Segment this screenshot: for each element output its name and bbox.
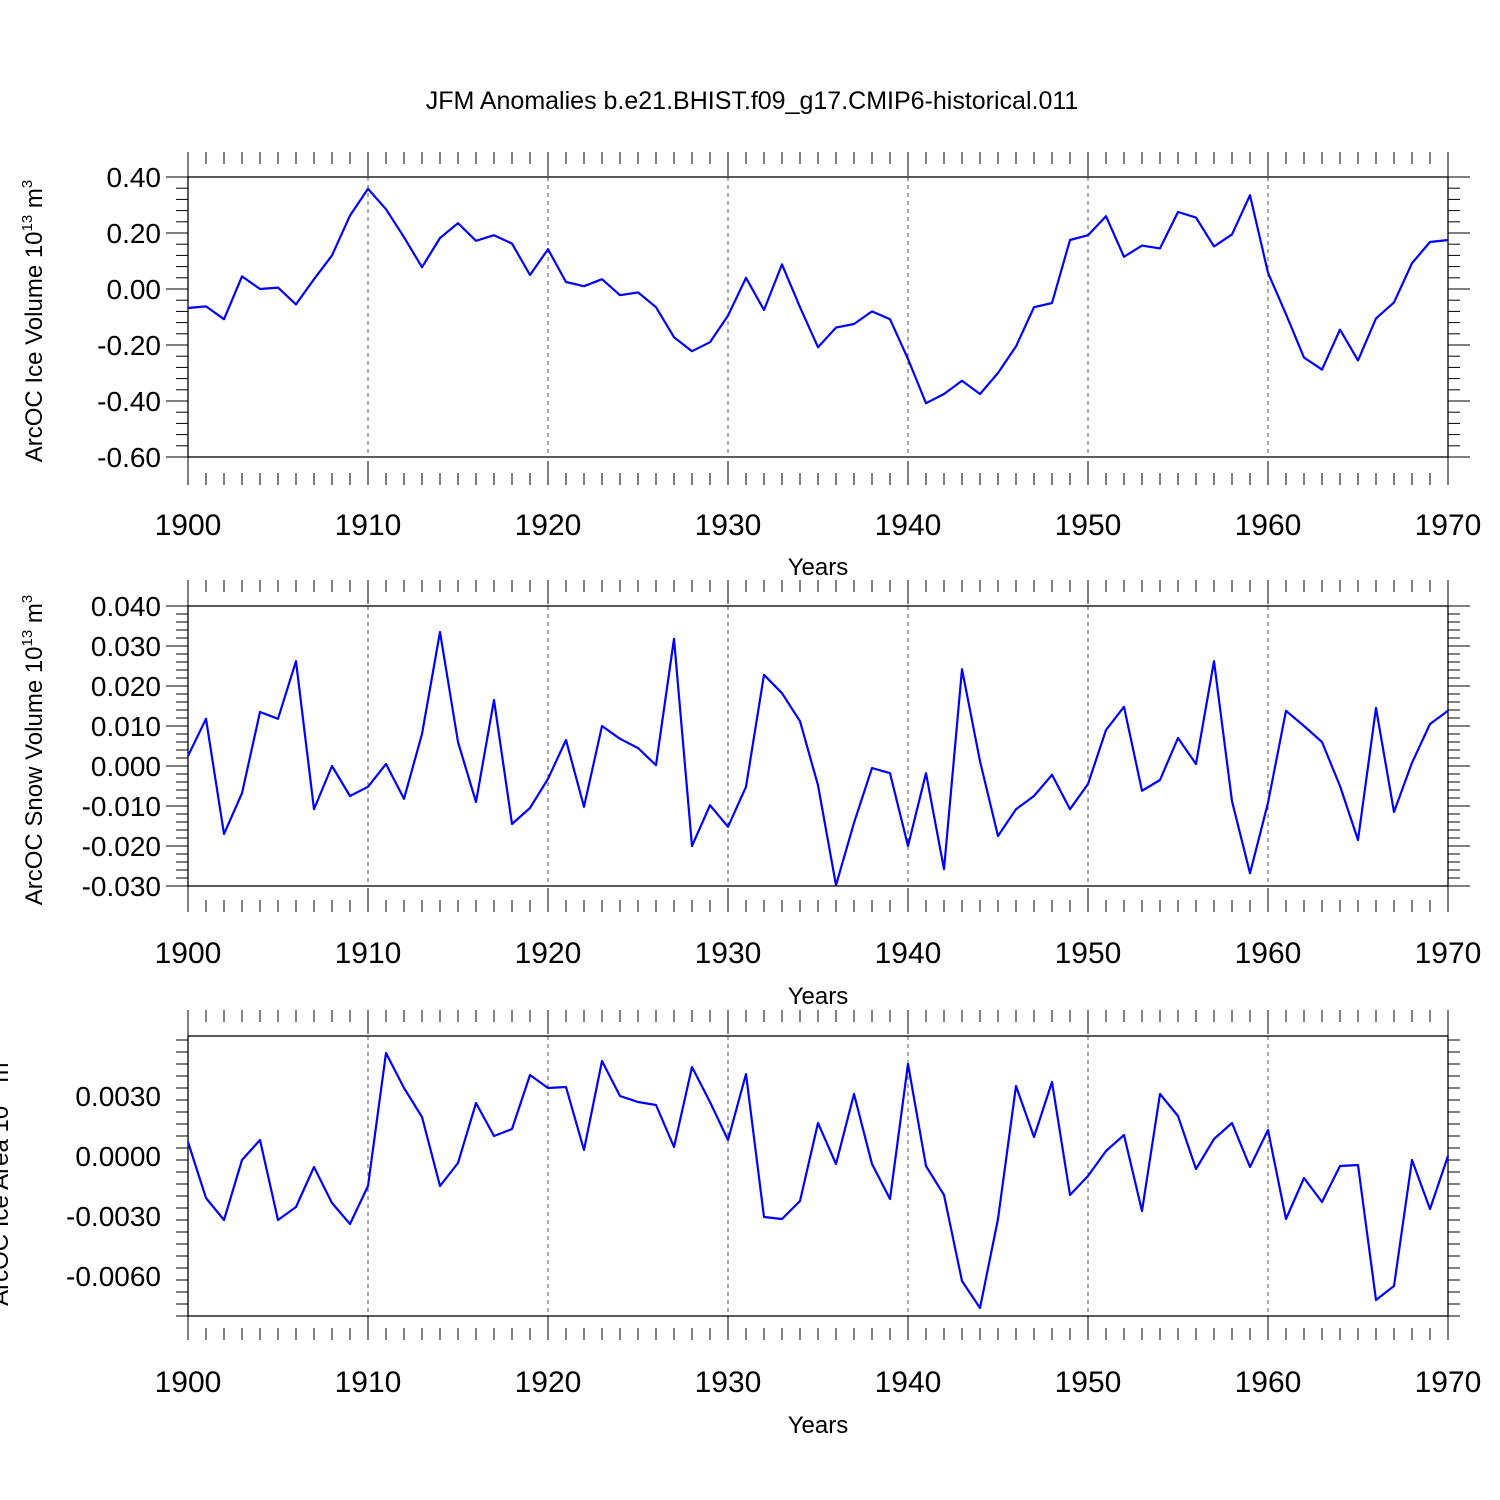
y-tick-label: -0.0060 [66, 1261, 161, 1292]
plot-frame [187, 605, 1449, 887]
x-tick-label: 1900 [155, 1366, 222, 1399]
y-axis-title-ylabel-sup: 13 [19, 630, 36, 647]
x-tick-label: 1930 [695, 1366, 762, 1399]
x-tick-label: 1960 [1235, 1366, 1302, 1399]
x-tick-label: 1930 [695, 937, 762, 970]
y-tick-label: 0.000 [91, 751, 161, 782]
plot-frame [187, 176, 1449, 458]
panel-snow-volume: -0.030 -0.020 -0.010 0.000 0.010 0.020 0.030 0.… [19, 580, 1481, 1010]
x-tick-label: 1950 [1055, 1366, 1122, 1399]
y-tick-label: -0.030 [82, 871, 161, 902]
y-tick-label: 0.030 [91, 631, 161, 662]
x-tick-label: 1940 [875, 1366, 942, 1399]
x-tick-label: 1920 [515, 509, 582, 542]
y-axis-title-ylabel-unit-sup: 3 [19, 595, 36, 603]
y-tick-label: -0.0030 [66, 1201, 161, 1232]
x-tick-label: 1920 [515, 1366, 582, 1399]
y-axis-title-ylabel-sup: 13 [0, 1089, 2, 1106]
x-tick-label: 1970 [1415, 509, 1482, 542]
y-tick-label: 0.040 [91, 591, 161, 622]
x-tick-label: 1910 [335, 509, 402, 542]
x-tick-label: 1960 [1235, 509, 1302, 542]
x-tick-label: 1940 [875, 509, 942, 542]
x-tick-label: 1910 [335, 1366, 402, 1399]
y-tick-label: -0.20 [97, 330, 161, 361]
panel-ice-area: -0.0060 -0.0030 0.0000 0.0030 1900 1910 1920 19… [0, 1010, 1481, 1439]
y-tick-label: 0.40 [107, 162, 162, 193]
y-tick-label: -0.010 [82, 791, 161, 822]
y-axis-title-ylabel-unit-sup: 2 [0, 1054, 2, 1062]
y-axis-title: ArcOC Ice Volume 1013 m3 [19, 180, 48, 462]
x-tick-label: 1900 [155, 509, 222, 542]
x-tick-label: 1920 [515, 937, 582, 970]
x-tick-label: 1940 [875, 937, 942, 970]
y-tick-label: -0.60 [97, 442, 161, 473]
x-tick-label: 1970 [1415, 937, 1482, 970]
y-axis-title: ArcOC Ice Area 1013 m2 [0, 1054, 14, 1306]
y-axis-title: ArcOC Snow Volume 1013 m3 [19, 595, 48, 906]
y-axis-title-ylabel-unit: m [21, 188, 48, 215]
plot-frame [187, 1035, 1449, 1317]
y-axis-title-ylabel-unit: m [0, 1062, 14, 1089]
y-tick-label: 0.010 [91, 711, 161, 742]
y-tick-label: 0.00 [107, 274, 162, 305]
x-tick-label: 1910 [335, 937, 402, 970]
series-line [187, 187, 1449, 405]
y-axis-title-ylabel: ArcOC Ice Volume 10 [21, 231, 48, 462]
y-tick-label: 0.0000 [75, 1141, 161, 1172]
y-tick-label: 0.20 [107, 218, 162, 249]
y-axis-title-ylabel-unit: m [21, 603, 48, 630]
y-axis-title-ylabel: ArcOC Ice Area 10 [0, 1106, 14, 1306]
x-tick-label: 1970 [1415, 1366, 1482, 1399]
x-axis-title: Years [788, 1412, 849, 1439]
x-tick-label: 1950 [1055, 509, 1122, 542]
series-line [186, 1051, 1450, 1310]
y-tick-label: -0.020 [82, 831, 161, 862]
x-axis-title: Years [788, 983, 849, 1010]
x-tick-label: 1960 [1235, 937, 1302, 970]
y-tick-label: 0.0030 [75, 1081, 161, 1112]
y-axis-title-ylabel-sup: 13 [19, 215, 36, 232]
y-axis-title-ylabel: ArcOC Snow Volume 10 [21, 646, 48, 905]
figure-title: JFM Anomalies b.e21.BHIST.f09_g17.CMIP6-… [426, 87, 1079, 115]
panel-ice-volume: -0.60 -0.40 -0.20 0.00 0.20 0.40 1900 1910 1920 1… [19, 152, 1481, 581]
x-axis-title: Years [788, 554, 849, 581]
x-tick-label: 1950 [1055, 937, 1122, 970]
y-tick-label: 0.020 [91, 671, 161, 702]
y-tick-label: -0.40 [97, 386, 161, 417]
x-tick-label: 1930 [695, 509, 762, 542]
y-axis-title-ylabel-unit-sup: 3 [19, 180, 36, 188]
x-tick-label: 1900 [155, 937, 222, 970]
series-line [187, 630, 1449, 887]
